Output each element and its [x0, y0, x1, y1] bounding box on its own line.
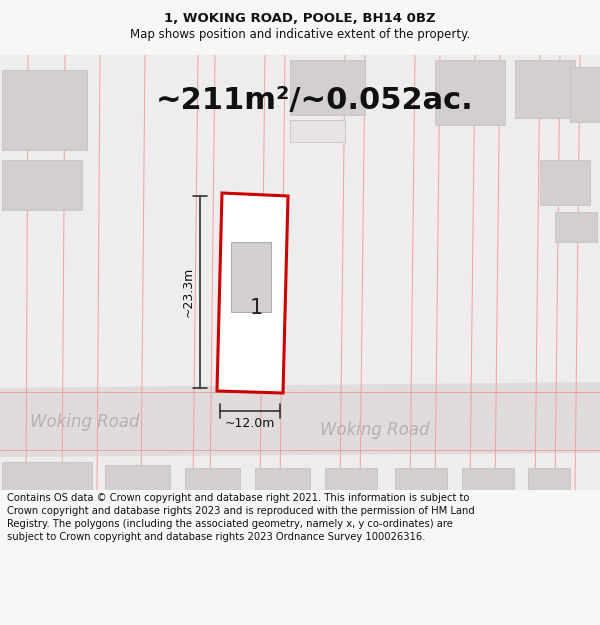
- Bar: [2, 462, 92, 490]
- Bar: [290, 120, 345, 142]
- Bar: [515, 60, 575, 118]
- Bar: [2, 160, 82, 210]
- Bar: [540, 160, 590, 205]
- Text: 1, WOKING ROAD, POOLE, BH14 0BZ: 1, WOKING ROAD, POOLE, BH14 0BZ: [164, 12, 436, 25]
- Text: Woking Road: Woking Road: [320, 421, 430, 439]
- Polygon shape: [217, 193, 288, 393]
- Bar: [435, 60, 505, 125]
- Text: ~12.0m: ~12.0m: [225, 417, 275, 430]
- Text: Woking Road: Woking Road: [30, 413, 139, 431]
- Text: 1: 1: [250, 298, 263, 318]
- Bar: [105, 465, 170, 490]
- Text: ~23.3m: ~23.3m: [182, 267, 195, 317]
- Text: Contains OS data © Crown copyright and database right 2021. This information is : Contains OS data © Crown copyright and d…: [7, 492, 475, 542]
- Text: ~211m²/~0.052ac.: ~211m²/~0.052ac.: [156, 86, 474, 114]
- Bar: [2, 70, 87, 150]
- Bar: [325, 468, 377, 490]
- Bar: [555, 212, 597, 242]
- Bar: [570, 67, 600, 122]
- Bar: [185, 468, 240, 490]
- Bar: [528, 468, 570, 490]
- Bar: [462, 468, 514, 490]
- Bar: [255, 468, 310, 490]
- Bar: [231, 242, 271, 312]
- Text: Map shows position and indicative extent of the property.: Map shows position and indicative extent…: [130, 28, 470, 41]
- Bar: [395, 468, 447, 490]
- Bar: [290, 60, 365, 115]
- Polygon shape: [0, 382, 600, 457]
